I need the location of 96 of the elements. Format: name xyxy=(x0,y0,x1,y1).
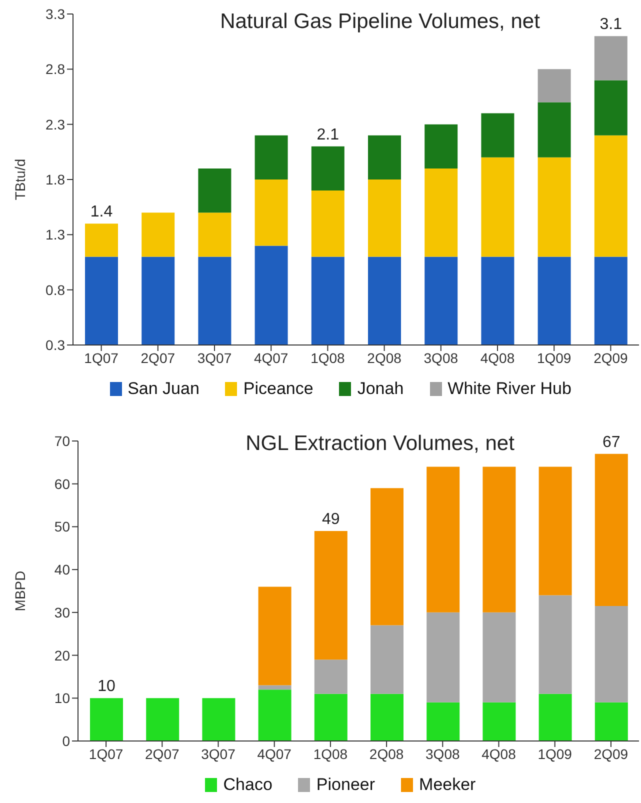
x-tick-label: 3Q07 xyxy=(197,350,232,366)
bar xyxy=(594,454,628,606)
y-tick-label: 60 xyxy=(54,476,70,492)
legend-label: Jonah xyxy=(356,379,404,399)
x-tick-label: 1Q08 xyxy=(310,350,346,366)
bar xyxy=(314,694,348,741)
x-tick-label: 4Q07 xyxy=(257,746,292,762)
bar xyxy=(594,135,628,257)
bar xyxy=(424,124,458,168)
legend-label: Piceance xyxy=(242,379,314,399)
bar xyxy=(482,612,516,702)
bar xyxy=(426,702,460,741)
bar xyxy=(85,224,118,257)
y-tick-label: 70 xyxy=(54,432,70,449)
x-tick-label: 3Q08 xyxy=(424,350,458,366)
bar xyxy=(594,36,628,80)
total-label: 3.1 xyxy=(600,16,622,34)
total-label: 1.4 xyxy=(90,204,113,221)
x-tick-label: 2Q09 xyxy=(594,746,628,762)
total-label: 2.1 xyxy=(316,126,340,144)
x-tick-label: 4Q07 xyxy=(254,350,288,366)
y-axis-title: MBPD xyxy=(12,570,28,612)
bar xyxy=(198,212,232,257)
total-label: 10 xyxy=(98,678,116,696)
bar xyxy=(311,146,344,191)
x-tick-label: 2Q07 xyxy=(145,746,180,762)
bar xyxy=(424,168,458,257)
bar xyxy=(538,102,571,158)
y-tick-label: 3.3 xyxy=(46,6,66,22)
y-tick-label: 50 xyxy=(54,518,70,535)
x-tick-label: 3Q07 xyxy=(201,746,236,762)
bar xyxy=(481,113,514,158)
x-tick-label: 1Q09 xyxy=(538,746,572,762)
total-label: 49 xyxy=(322,511,340,528)
chart-title: Natural Gas Pipeline Volumes, net xyxy=(220,10,540,33)
bar xyxy=(594,702,628,741)
x-tick-label: 1Q07 xyxy=(88,746,124,762)
bar xyxy=(481,157,514,257)
y-tick-label: 0.3 xyxy=(46,336,66,353)
bar xyxy=(538,157,571,257)
x-tick-label: 3Q08 xyxy=(426,746,460,762)
bar xyxy=(594,80,628,136)
bar xyxy=(198,168,232,213)
bar xyxy=(258,690,292,741)
x-tick-label: 1Q08 xyxy=(313,746,348,762)
x-tick-label: 4Q08 xyxy=(482,746,516,762)
bar xyxy=(538,466,572,596)
bar xyxy=(146,698,180,741)
total-label: 67 xyxy=(602,434,620,451)
x-tick-label: 4Q08 xyxy=(480,350,515,366)
x-tick-label: 2Q08 xyxy=(369,746,404,762)
legend-label: San Juan xyxy=(126,379,200,399)
bar xyxy=(426,612,460,702)
bar xyxy=(370,625,404,694)
bar xyxy=(258,685,292,690)
x-tick-label: 2Q08 xyxy=(367,350,402,366)
chart-title: NGL Extraction Volumes, net xyxy=(246,432,514,455)
y-tick-label: 0 xyxy=(62,732,70,749)
x-tick-label: 2Q07 xyxy=(140,350,176,366)
bar xyxy=(254,180,288,246)
bar xyxy=(311,190,344,257)
bar xyxy=(538,595,572,694)
bar xyxy=(538,69,571,102)
bar xyxy=(426,466,460,612)
bar xyxy=(314,660,348,694)
bar xyxy=(482,702,516,741)
bar xyxy=(370,694,404,741)
y-tick-label: 2.3 xyxy=(46,116,66,132)
y-tick-label: 1.3 xyxy=(46,226,66,243)
bar xyxy=(90,698,123,741)
y-tick-label: 20 xyxy=(54,647,70,664)
x-tick-label: 1Q09 xyxy=(536,350,572,366)
legend-label: White River Hub xyxy=(446,379,572,399)
bar xyxy=(538,694,572,741)
bar xyxy=(314,531,348,660)
y-tick-label: 30 xyxy=(54,604,70,620)
y-tick-label: 10 xyxy=(54,690,70,706)
legend-label: Meeker xyxy=(418,775,476,795)
y-tick-label: 2.8 xyxy=(46,61,66,78)
bar xyxy=(482,466,516,612)
x-tick-label: 1Q07 xyxy=(84,350,119,366)
bar xyxy=(594,606,628,702)
bar xyxy=(254,135,288,180)
x-tick-label: 2Q09 xyxy=(594,350,628,366)
bar xyxy=(370,488,404,626)
bar xyxy=(142,212,175,257)
y-tick-label: 0.8 xyxy=(46,282,66,298)
y-tick-label: 40 xyxy=(54,562,70,578)
bar xyxy=(202,698,236,741)
legend-label: Pioneer xyxy=(315,775,376,795)
bar xyxy=(368,135,401,180)
bar xyxy=(258,586,292,686)
y-tick-label: 1.8 xyxy=(46,171,66,188)
legend-label: Chaco xyxy=(222,775,272,795)
bar xyxy=(368,180,401,257)
y-axis-title: TBtu/d xyxy=(12,158,28,200)
